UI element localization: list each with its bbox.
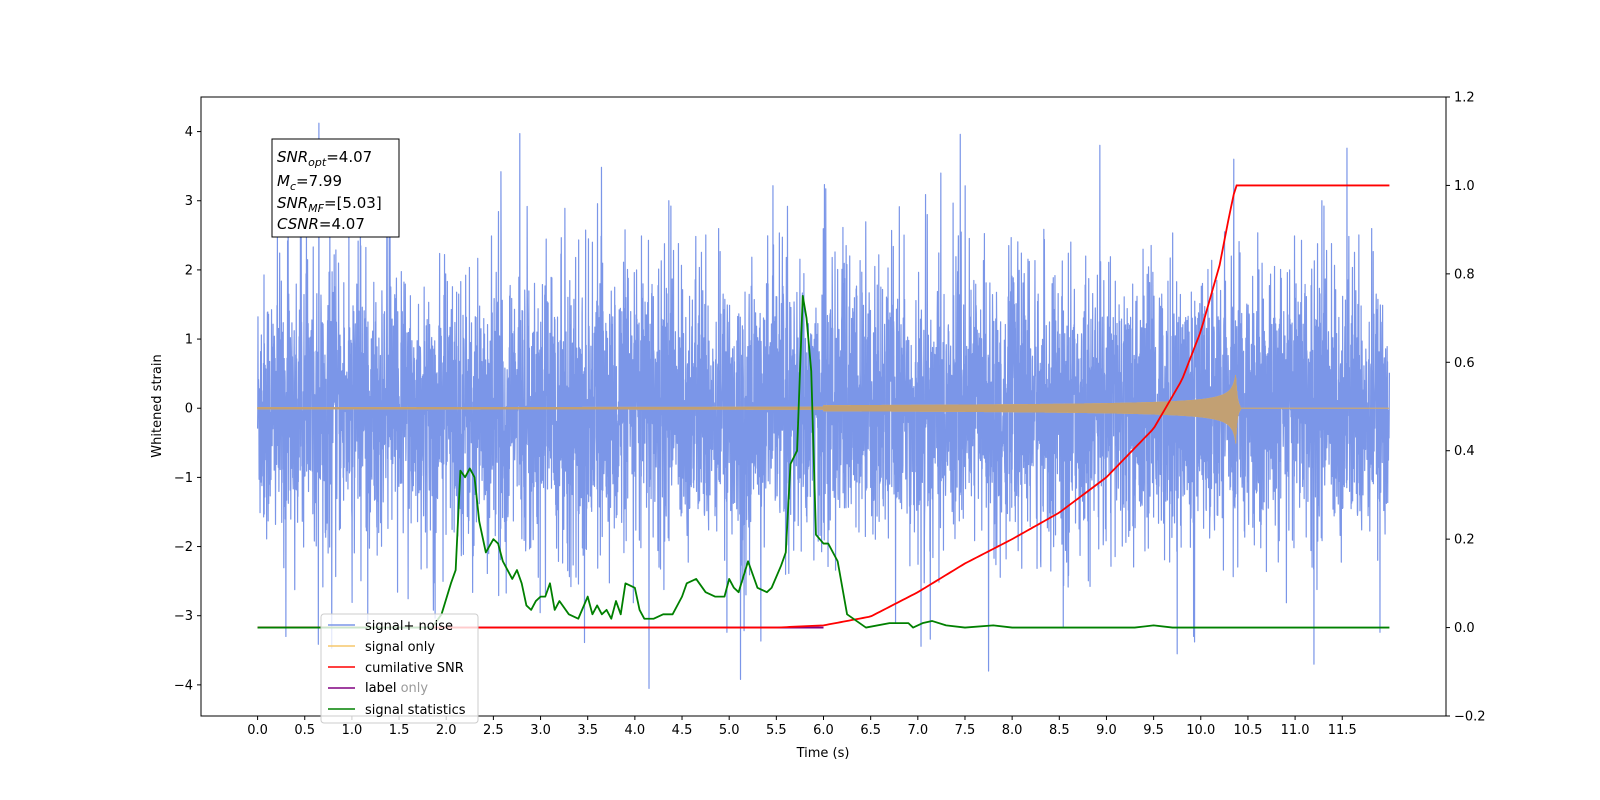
y2-tick-label: 0.4 [1454, 444, 1475, 459]
y-tick-label: 3 [185, 194, 193, 209]
y2-tick-label: −0.2 [1454, 710, 1486, 725]
x-tick-label: 8.0 [1002, 723, 1023, 738]
series-signal-noise [256, 122, 1391, 689]
legend: signal+ noise signal only cumilative SNR… [320, 613, 479, 724]
x-tick-label: 11.0 [1281, 723, 1310, 738]
x-tick-label: 6.0 [813, 723, 834, 738]
x-tick-label: 4.5 [672, 723, 693, 738]
x-tick-label: 9.5 [1143, 723, 1164, 738]
y-axis-left-ticks: 4 3 2 1 0 −1 −2 −3 −4 [174, 125, 201, 693]
annotation-frame [271, 138, 400, 238]
y2-tick-label: 0.6 [1454, 356, 1475, 371]
y2-tick-label: 0.0 [1454, 621, 1475, 636]
x-tick-label: 2.0 [436, 723, 457, 738]
series-signal-only-overlay [257, 375, 1390, 444]
y-axis-right-ticks: 1.2 1.0 0.8 0.6 0.4 0.2 0.0 −0.2 [1446, 91, 1486, 725]
x-tick-label: 0.0 [247, 723, 268, 738]
y-tick-label: 4 [185, 125, 193, 140]
x-tick-label: 7.0 [907, 723, 928, 738]
legend-entry-cumulative-snr: cumilative SNR [328, 661, 464, 676]
legend-label: signal statistics [365, 703, 466, 718]
y-tick-label: 0 [185, 402, 193, 417]
x-tick-label: 10.0 [1186, 723, 1215, 738]
legend-label: signal only [365, 640, 435, 655]
x-tick-label: 1.5 [389, 723, 410, 738]
legend-label: signal+ noise [365, 619, 453, 634]
x-tick-label: 6.5 [860, 723, 881, 738]
x-tick-label: 5.0 [719, 723, 740, 738]
x-tick-label: 0.5 [294, 723, 315, 738]
legend-entry-signal-only: signal only [328, 640, 435, 655]
annotation-box: SNRopt=4.07 Mc=7.99 SNRMF=[5.03] CSNR=4.… [271, 138, 400, 238]
x-tick-label: 3.0 [530, 723, 551, 738]
x-tick-label: 8.5 [1049, 723, 1070, 738]
x-tick-label: 2.5 [483, 723, 504, 738]
y2-tick-label: 1.0 [1454, 179, 1475, 194]
y-tick-label: −2 [174, 540, 193, 555]
y-tick-label: 1 [185, 333, 193, 348]
annotation-snr-opt: SNRopt=4.07 [277, 148, 372, 169]
y2-tick-label: 1.2 [1454, 91, 1475, 106]
annotation-csnr: CSNR=4.07 [277, 215, 365, 233]
y2-tick-label: 0.8 [1454, 267, 1475, 282]
y-tick-label: −1 [174, 471, 193, 486]
y-tick-label: 2 [185, 263, 193, 278]
y2-tick-label: 0.2 [1454, 533, 1475, 548]
plot-series-layer [256, 122, 1391, 689]
x-axis-label: Time (s) [796, 746, 850, 761]
series-signal-statistics [257, 295, 1390, 629]
annotation-chirp-mass: Mc=7.99 [277, 172, 342, 193]
x-tick-label: 7.5 [955, 723, 976, 738]
x-tick-label: 10.5 [1233, 723, 1262, 738]
x-tick-label: 3.5 [577, 723, 598, 738]
x-tick-label: 4.0 [625, 723, 646, 738]
legend-label: label [365, 681, 396, 696]
x-tick-label: 5.5 [766, 723, 787, 738]
x-tick-label: 1.0 [342, 723, 363, 738]
y-tick-label: −3 [174, 609, 193, 624]
x-axis-ticks: 0.0 0.5 1.0 1.5 2.0 2.5 3.0 3.5 4.0 4.5 5.0 5.5 6.0 6… [247, 716, 1357, 738]
legend-entry-label: label [328, 681, 396, 696]
legend-entry-signal-noise: signal+ noise [328, 619, 453, 634]
legend-label-hidden: label only [365, 681, 428, 696]
legend-label: cumilative SNR [365, 661, 464, 676]
x-tick-label: 9.0 [1096, 723, 1117, 738]
legend-entry-signal-statistics: signal statistics [328, 703, 466, 718]
y-axis-label: Whitened strain [150, 354, 165, 457]
legend-frame [320, 613, 479, 724]
y-tick-label: −4 [174, 678, 193, 693]
x-tick-label: 11.5 [1328, 723, 1357, 738]
annotation-snr-mf: SNRMF=[5.03] [277, 194, 382, 215]
